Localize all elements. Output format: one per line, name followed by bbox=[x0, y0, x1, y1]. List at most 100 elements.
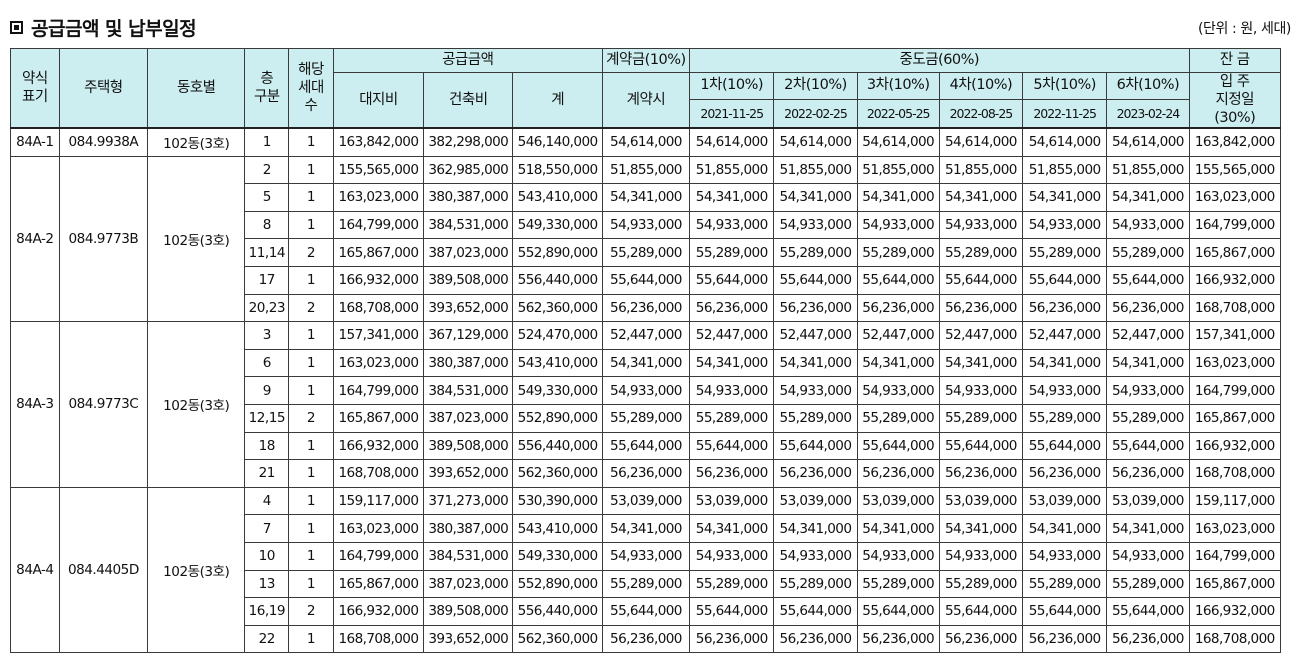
cell-middle-4: 56,236,000 bbox=[938, 624, 1024, 654]
table-row: 11,14 2 165,867,000 387,023,000 552,890,000 5… bbox=[11, 238, 1282, 267]
table-row: 6 1 163,023,000 380,387,000 543,410,000 54,34… bbox=[11, 348, 1282, 378]
header-middle-3: 3차(10%) bbox=[856, 72, 940, 100]
cell-middle-6: 56,236,000 bbox=[1106, 459, 1190, 488]
cell-middle-2: 55,644,000 bbox=[773, 597, 858, 626]
cell-middle-5: 55,644,000 bbox=[1022, 265, 1108, 295]
cell-middle-4: 54,933,000 bbox=[938, 541, 1024, 571]
cell-middle-6: 55,644,000 bbox=[1106, 265, 1190, 295]
cell-middle-1: 52,447,000 bbox=[689, 321, 775, 350]
header-abbr-text: 약식 표기 bbox=[22, 71, 48, 105]
cell-middle-5: 54,341,000 bbox=[1022, 348, 1108, 378]
cell-building: 387,023,000 bbox=[423, 569, 514, 599]
cell-middle-6: 55,289,000 bbox=[1106, 238, 1190, 267]
cell-middle-5: 54,341,000 bbox=[1022, 183, 1108, 212]
cell-middle-5: 55,289,000 bbox=[1022, 403, 1108, 433]
cell-middle-6: 54,341,000 bbox=[1106, 514, 1190, 543]
cell-households: 1 bbox=[288, 210, 334, 240]
cell-deposit: 55,644,000 bbox=[601, 431, 691, 461]
header-middle-6-date: 2023-02-24 bbox=[1106, 98, 1190, 129]
title-bar: 공급금액 및 납부일정 (단위 : 원, 세대) bbox=[0, 0, 1297, 48]
cell-middle-5: 55,289,000 bbox=[1022, 569, 1108, 599]
cell-deposit: 55,289,000 bbox=[601, 569, 691, 599]
cell-floor: 21 bbox=[244, 459, 290, 488]
cell-middle-4: 53,039,000 bbox=[938, 486, 1024, 516]
header-middle-1-date: 2021-11-25 bbox=[689, 98, 775, 129]
cell-middle-3: 54,614,000 bbox=[856, 127, 940, 157]
cell-type: 084.9773B bbox=[58, 155, 149, 323]
cell-middle-4: 54,933,000 bbox=[938, 210, 1024, 240]
cell-middle-6: 55,289,000 bbox=[1106, 569, 1190, 599]
cell-balance: 166,932,000 bbox=[1188, 597, 1282, 626]
cell-middle-3: 54,933,000 bbox=[856, 376, 940, 405]
cell-abbr: 84A-3 bbox=[10, 321, 60, 488]
cell-middle-1: 54,341,000 bbox=[689, 183, 775, 212]
supply-price-table: 약식 표기 주택형 동호별 층 구분 해당 세대 수 공급금액 계약금(10%) 중도금… bbox=[10, 48, 1282, 654]
table-header: 약식 표기 주택형 동호별 층 구분 해당 세대 수 공급금액 계약금(10%) 중도금… bbox=[10, 48, 1282, 129]
cell-abbr: 84A-4 bbox=[10, 486, 60, 654]
cell-balance: 163,023,000 bbox=[1188, 514, 1282, 543]
cell-building: 389,508,000 bbox=[423, 431, 514, 461]
cell-middle-3: 55,644,000 bbox=[856, 265, 940, 295]
cell-building: 393,652,000 bbox=[423, 624, 514, 654]
header-type: 주택형 bbox=[58, 48, 149, 129]
cell-households: 1 bbox=[288, 541, 334, 571]
cell-total: 562,360,000 bbox=[512, 459, 603, 488]
cell-building: 384,531,000 bbox=[423, 541, 514, 571]
cell-deposit: 51,855,000 bbox=[601, 155, 691, 185]
header-total: 계 bbox=[512, 72, 603, 129]
cell-abbr: 84A-1 bbox=[10, 127, 60, 157]
cell-middle-4: 56,236,000 bbox=[938, 293, 1024, 323]
cell-middle-3: 54,933,000 bbox=[856, 210, 940, 240]
cell-total: 543,410,000 bbox=[512, 514, 603, 543]
cell-households: 1 bbox=[288, 486, 334, 516]
cell-total: 552,890,000 bbox=[512, 403, 603, 433]
cell-middle-6: 54,933,000 bbox=[1106, 376, 1190, 405]
cell-households: 2 bbox=[288, 597, 334, 626]
cell-floor: 22 bbox=[244, 624, 290, 654]
cell-balance: 163,842,000 bbox=[1188, 127, 1282, 157]
cell-balance: 163,023,000 bbox=[1188, 348, 1282, 378]
cell-land: 166,932,000 bbox=[332, 597, 425, 626]
cell-building: 393,652,000 bbox=[423, 459, 514, 488]
cell-land: 155,565,000 bbox=[332, 155, 425, 185]
cell-middle-3: 55,289,000 bbox=[856, 569, 940, 599]
table-row: 20,23 2 168,708,000 393,652,000 562,360,000 5… bbox=[11, 293, 1282, 323]
cell-middle-2: 53,039,000 bbox=[773, 486, 858, 516]
cell-floor: 2 bbox=[244, 155, 290, 185]
header-dong: 동호별 bbox=[147, 48, 246, 129]
cell-building: 384,531,000 bbox=[423, 376, 514, 405]
cell-middle-5: 56,236,000 bbox=[1022, 624, 1108, 654]
header-middle-1: 1차(10%) bbox=[689, 72, 775, 100]
cell-total: 549,330,000 bbox=[512, 210, 603, 240]
cell-middle-3: 55,289,000 bbox=[856, 403, 940, 433]
cell-building: 387,023,000 bbox=[423, 238, 514, 267]
cell-floor: 13 bbox=[244, 569, 290, 599]
header-households: 해당 세대 수 bbox=[288, 48, 334, 129]
cell-middle-2: 54,614,000 bbox=[773, 127, 858, 157]
cell-land: 165,867,000 bbox=[332, 569, 425, 599]
cell-middle-1: 54,933,000 bbox=[689, 541, 775, 571]
cell-deposit: 55,289,000 bbox=[601, 238, 691, 267]
cell-floor: 1 bbox=[244, 127, 290, 157]
cell-middle-3: 56,236,000 bbox=[856, 459, 940, 488]
cell-middle-5: 53,039,000 bbox=[1022, 486, 1108, 516]
cell-middle-3: 55,644,000 bbox=[856, 431, 940, 461]
cell-middle-5: 55,289,000 bbox=[1022, 238, 1108, 267]
cell-total: 543,410,000 bbox=[512, 348, 603, 378]
cell-households: 1 bbox=[288, 348, 334, 378]
square-bullet-icon bbox=[10, 21, 23, 34]
cell-middle-1: 55,644,000 bbox=[689, 597, 775, 626]
cell-balance: 165,867,000 bbox=[1188, 569, 1282, 599]
cell-total: 552,890,000 bbox=[512, 238, 603, 267]
cell-land: 163,842,000 bbox=[332, 127, 425, 157]
unit-note: (단위 : 원, 세대) bbox=[1197, 21, 1291, 37]
cell-floor: 7 bbox=[244, 514, 290, 543]
cell-households: 1 bbox=[288, 431, 334, 461]
table-row: 9 1 164,799,000 384,531,000 549,330,000 54,93… bbox=[11, 376, 1282, 405]
cell-total: 556,440,000 bbox=[512, 265, 603, 295]
cell-balance: 164,799,000 bbox=[1188, 541, 1282, 571]
cell-deposit: 52,447,000 bbox=[601, 321, 691, 350]
cell-total: 552,890,000 bbox=[512, 569, 603, 599]
cell-middle-5: 51,855,000 bbox=[1022, 155, 1108, 185]
header-middle-4-date: 2022-08-25 bbox=[938, 98, 1024, 129]
